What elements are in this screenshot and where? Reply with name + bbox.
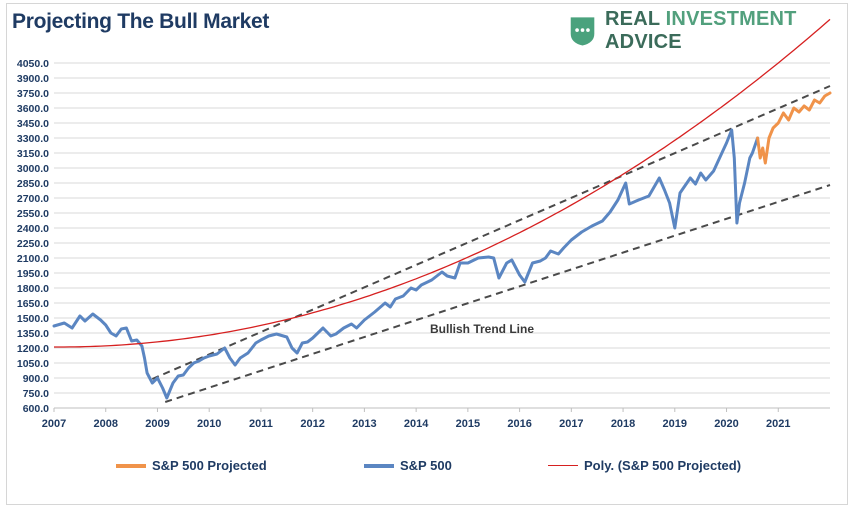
x-tick-label: 2012 bbox=[300, 418, 324, 430]
y-tick-label: 1500.0 bbox=[17, 313, 49, 325]
y-tick-label: 3600.0 bbox=[17, 103, 49, 115]
x-tick-label: 2010 bbox=[197, 418, 221, 430]
y-tick-label: 2250.0 bbox=[17, 238, 49, 250]
legend-label-poly: Poly. (S&P 500 Projected) bbox=[584, 458, 742, 473]
y-tick-label: 2400.0 bbox=[17, 223, 49, 235]
x-tick-label: 2018 bbox=[611, 418, 635, 430]
y-tick-label: 3000.0 bbox=[17, 163, 49, 175]
channel-upper-line bbox=[151, 85, 831, 380]
x-tick-label: 2011 bbox=[249, 418, 273, 430]
brand-word-advice: ADVICE bbox=[605, 31, 682, 53]
series-line-projected bbox=[756, 91, 832, 165]
chart-title: Projecting The Bull Market bbox=[12, 10, 270, 33]
y-tick-label: 3300.0 bbox=[17, 133, 49, 145]
y-tick-label: 900.0 bbox=[23, 373, 49, 385]
y-tick-label: 4050.0 bbox=[17, 58, 49, 70]
x-tick-label: 2021 bbox=[766, 418, 790, 430]
y-tick-label: 3900.0 bbox=[17, 73, 49, 85]
y-tick-label: 600.0 bbox=[23, 403, 49, 415]
y-tick-label: 1800.0 bbox=[17, 283, 49, 295]
y-tick-label: 2850.0 bbox=[17, 178, 49, 190]
y-tick-label: 2100.0 bbox=[17, 253, 49, 265]
legend-swatch-poly bbox=[548, 465, 578, 466]
x-tick-label: 2015 bbox=[456, 418, 480, 430]
y-tick-label: 3150.0 bbox=[17, 148, 49, 160]
chart-frame bbox=[6, 3, 848, 505]
y-tick-label: 2700.0 bbox=[17, 193, 49, 205]
x-tick-label: 2020 bbox=[714, 418, 738, 430]
y-tick-label: 3450.0 bbox=[17, 118, 49, 130]
brand-name: REAL INVESTMENT ADVICE bbox=[605, 8, 853, 54]
legend-label-sp500: S&P 500 bbox=[400, 458, 452, 473]
series-line-sp500 bbox=[52, 128, 760, 400]
legend-item-poly: Poly. (S&P 500 Projected) bbox=[548, 458, 741, 473]
y-tick-label: 750.0 bbox=[23, 388, 49, 400]
y-tick-label: 1050.0 bbox=[17, 358, 49, 370]
x-tick-label: 2014 bbox=[404, 418, 429, 430]
y-tick-label: 1350.0 bbox=[17, 328, 49, 340]
x-tick-label: 2007 bbox=[42, 418, 66, 430]
x-tick-label: 2013 bbox=[352, 418, 376, 430]
series-line-poly bbox=[54, 18, 831, 348]
x-tick-label: 2017 bbox=[559, 418, 583, 430]
brand-shield-icon bbox=[570, 17, 595, 46]
y-tick-label: 1950.0 bbox=[17, 268, 49, 280]
y-tick-label: 1200.0 bbox=[17, 343, 49, 355]
channel-lower-line bbox=[164, 184, 831, 403]
y-tick-label: 2550.0 bbox=[17, 208, 49, 220]
x-tick-label: 2019 bbox=[663, 418, 687, 430]
legend-swatch-projected bbox=[116, 463, 146, 468]
legend-item-sp500: S&P 500 bbox=[364, 458, 452, 473]
y-tick-label: 3750.0 bbox=[17, 88, 49, 100]
legend-item-projected: S&P 500 Projected bbox=[116, 458, 267, 473]
y-tick-label: 1650.0 bbox=[17, 298, 49, 310]
x-tick-label: 2009 bbox=[145, 418, 169, 430]
trend-annotation: Bullish Trend Line bbox=[430, 322, 534, 336]
x-tick-label: 2008 bbox=[93, 418, 117, 430]
legend-swatch-sp500 bbox=[364, 463, 394, 468]
brand-logo: REAL INVESTMENT ADVICE bbox=[568, 8, 853, 54]
brand-word-investment: INVESTMENT bbox=[665, 8, 797, 30]
legend-label-projected: S&P 500 Projected bbox=[152, 458, 267, 473]
x-tick-label: 2016 bbox=[507, 418, 531, 430]
brand-word-real: REAL bbox=[605, 8, 666, 30]
